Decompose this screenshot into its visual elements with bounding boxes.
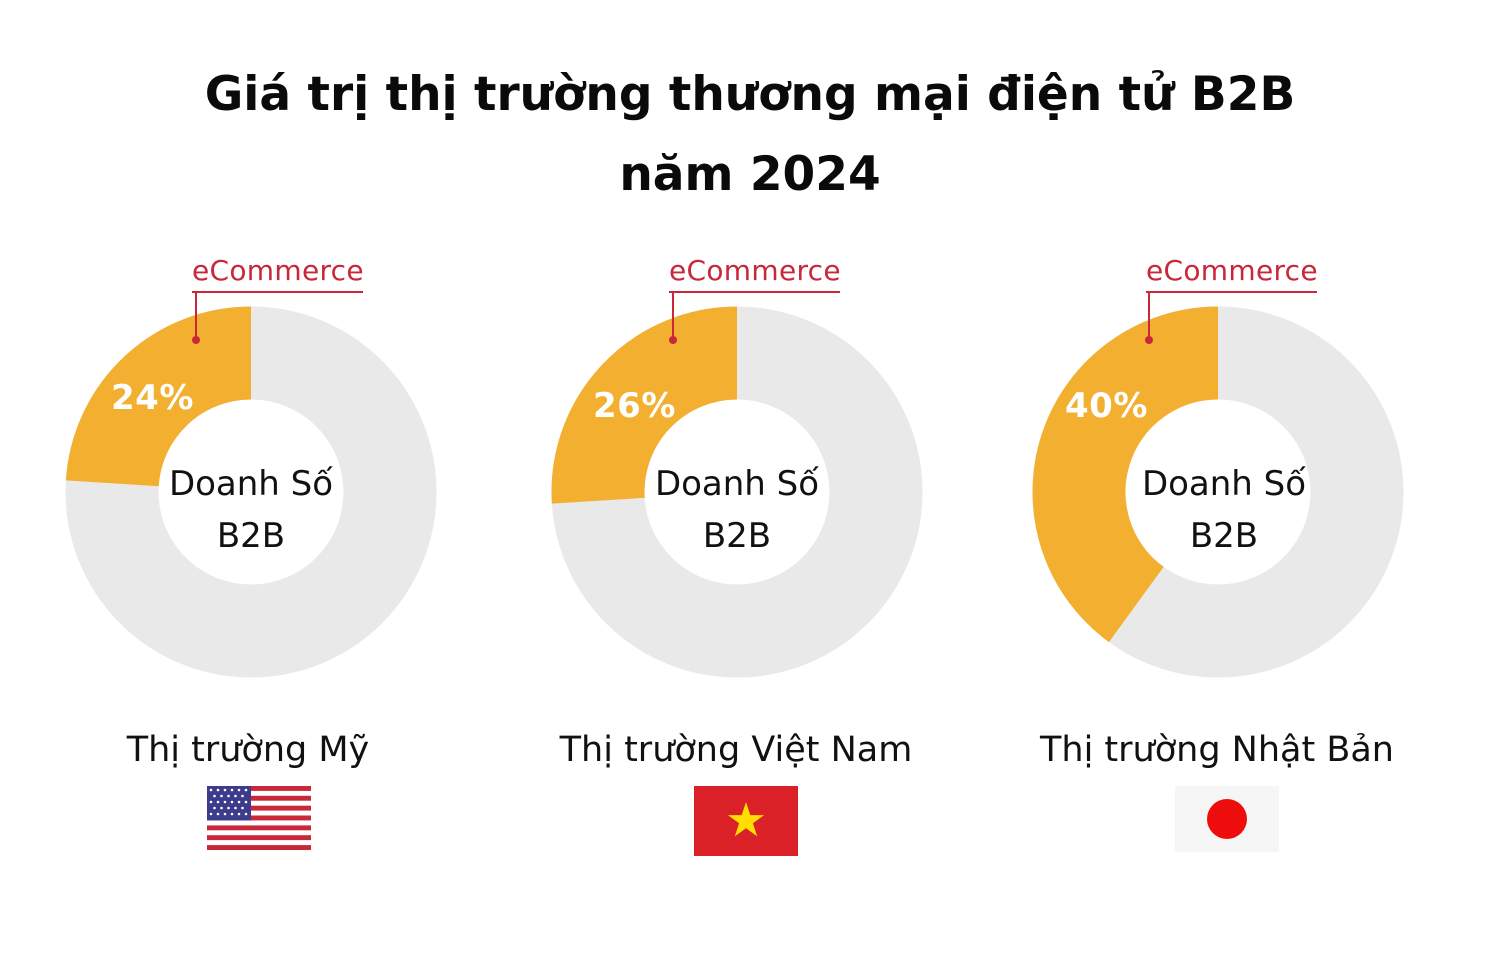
- japan-flag-icon: [1175, 786, 1279, 852]
- donut-svg: [551, 291, 923, 678]
- market-label: Thị trường Việt Nam: [559, 730, 913, 770]
- us-flag-icon: [207, 786, 311, 852]
- market-label: Thị trường Mỹ: [126, 730, 370, 770]
- center-label-line-1: Doanh Số: [654, 464, 820, 504]
- callout-dot: [1145, 336, 1153, 344]
- center-label-line-1: Doanh Số: [1141, 464, 1307, 504]
- donut-ecommerce-slice: [1032, 306, 1220, 643]
- callout-dot: [192, 336, 200, 344]
- ecommerce-percent-label: 24%: [111, 378, 194, 418]
- callout-dot: [669, 336, 677, 344]
- center-label-line-2: B2B: [216, 516, 286, 556]
- ecommerce-label: eCommerce: [192, 254, 364, 287]
- market-label: Thị trường Nhật Bản: [1040, 730, 1394, 770]
- ecommerce-percent-label: 40%: [1065, 386, 1148, 426]
- ecommerce-label: eCommerce: [1146, 254, 1318, 287]
- donut-ecommerce-slice: [65, 306, 253, 488]
- donut-chart-japan: eCommerce 40% Doanh Số B2B Thị trường Nh…: [1007, 250, 1427, 870]
- donut-svg: [1032, 291, 1404, 678]
- center-label: Doanh Số B2B: [1104, 458, 1344, 562]
- center-label-line-1: Doanh Số: [168, 464, 334, 504]
- donut-svg: [65, 291, 437, 678]
- vietnam-flag-icon: [694, 786, 798, 856]
- donut-ecommerce-slice: [551, 306, 739, 504]
- center-label-line-2: B2B: [702, 516, 772, 556]
- center-label: Doanh Số B2B: [617, 458, 857, 562]
- donut-chart-us: eCommerce 24% Doanh Số B2B Thị trường Mỹ: [40, 250, 460, 870]
- title-line-1: Giá trị thị trường thương mại điện tử B2…: [204, 67, 1296, 122]
- ecommerce-percent-label: 26%: [593, 386, 676, 426]
- center-label: Doanh Số B2B: [131, 458, 371, 562]
- title-line-2: năm 2024: [619, 147, 881, 202]
- center-label-line-2: B2B: [1189, 516, 1259, 556]
- ecommerce-label: eCommerce: [669, 254, 841, 287]
- donut-chart-vietnam: eCommerce 26% Doanh Số B2B Thị trường Vi…: [526, 250, 946, 870]
- page-title: Giá trị thị trường thương mại điện tử B2…: [0, 55, 1500, 215]
